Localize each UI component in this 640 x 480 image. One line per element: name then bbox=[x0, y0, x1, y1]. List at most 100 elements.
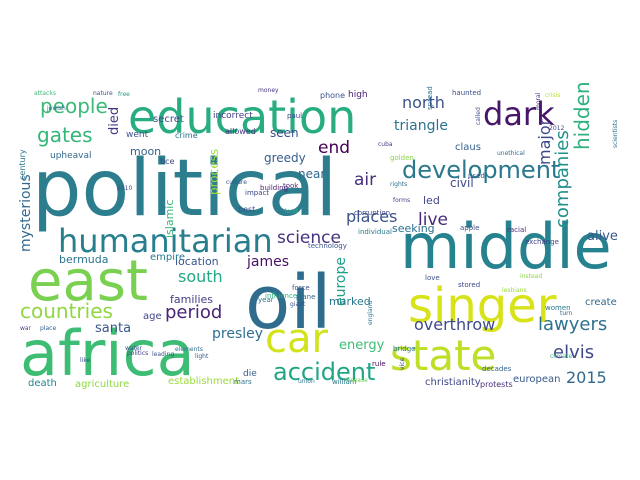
word-vice: vice bbox=[399, 357, 406, 370]
word-alive: alive bbox=[587, 229, 618, 244]
word-love: love bbox=[425, 274, 440, 282]
word-turn: turn bbox=[560, 310, 573, 317]
word-process: process bbox=[207, 149, 221, 195]
word-upheaval: upheaval bbox=[50, 151, 92, 161]
word-like: like bbox=[80, 357, 91, 364]
word-marked: marked bbox=[329, 295, 371, 308]
word-rights: rights bbox=[390, 181, 407, 188]
word-led: led bbox=[423, 194, 440, 207]
word-dark: dark bbox=[483, 95, 555, 133]
word-presley: presley bbox=[212, 326, 263, 342]
word-used: used bbox=[468, 172, 485, 180]
word-near: near bbox=[298, 167, 325, 181]
word-greedy: greedy bbox=[264, 151, 306, 165]
word-jewish: jewish bbox=[46, 105, 66, 112]
word-2012: 2012 bbox=[549, 125, 564, 132]
word-building: building bbox=[260, 184, 288, 192]
word-people: people bbox=[40, 94, 108, 118]
word-nature: nature bbox=[93, 90, 113, 97]
word-mars: mars bbox=[234, 378, 252, 386]
word-attacks: attacks bbox=[34, 90, 56, 97]
word-bridge: bridge bbox=[393, 345, 415, 353]
word-companies: companies bbox=[552, 130, 573, 228]
word-oil: oil bbox=[245, 260, 331, 346]
word-empire: empire bbox=[150, 252, 185, 263]
word-forms: forms bbox=[393, 197, 410, 204]
word-politics: politics bbox=[127, 350, 148, 357]
word-money: money bbox=[258, 87, 279, 94]
word-seen: seen bbox=[270, 126, 299, 140]
word-lesbians: lesbians bbox=[502, 287, 527, 294]
word-lawyers: lawyers bbox=[538, 314, 607, 335]
word-incorrect: incorrect bbox=[213, 111, 253, 121]
word-plane: plane bbox=[296, 293, 315, 301]
word-singer: singer bbox=[408, 278, 557, 334]
word-2010: 2010 bbox=[117, 185, 132, 192]
word-died: died bbox=[107, 107, 122, 135]
word-disease: disease bbox=[345, 377, 368, 384]
word-education: education bbox=[128, 90, 356, 144]
word-bce: bce bbox=[160, 157, 174, 166]
word-death: death bbox=[28, 378, 57, 389]
word-war: war bbox=[20, 325, 32, 332]
word-went: went bbox=[126, 130, 149, 140]
word-golden: golden bbox=[390, 154, 414, 162]
word-haunted: haunted bbox=[452, 89, 481, 97]
word-live: live bbox=[418, 210, 448, 230]
word-triangle: triangle bbox=[394, 118, 448, 134]
word-spread: spread bbox=[426, 86, 434, 110]
word-protests: protests bbox=[480, 380, 513, 389]
word-women: women bbox=[545, 304, 571, 312]
word-exchange: exchange bbox=[525, 238, 559, 246]
word-die: die bbox=[243, 369, 257, 379]
word-energy: energy bbox=[339, 338, 385, 353]
word-hidden: hidden bbox=[570, 81, 594, 150]
word-bermuda: bermuda bbox=[59, 253, 109, 266]
word-agriculture: agriculture bbox=[75, 379, 129, 390]
word-political: political bbox=[32, 144, 337, 234]
word-science: science bbox=[277, 228, 341, 248]
word-water: water bbox=[125, 345, 143, 352]
word-create: create bbox=[585, 297, 617, 308]
word-year: year bbox=[258, 296, 274, 304]
word-unethical: unethical bbox=[497, 150, 525, 157]
word-north: north bbox=[402, 93, 445, 112]
word-overthrow: overthrow bbox=[414, 315, 495, 334]
word-union: union bbox=[298, 378, 315, 385]
word-moral: moral bbox=[535, 92, 542, 110]
word-individual: individual bbox=[358, 228, 392, 236]
word-europe: europe bbox=[333, 257, 349, 306]
word-leading: leading bbox=[152, 351, 174, 358]
word-cuba: cuba bbox=[378, 141, 393, 148]
word-free: free bbox=[118, 91, 130, 98]
word-england: england bbox=[367, 301, 374, 325]
word-car: car bbox=[265, 316, 329, 362]
word-places: places bbox=[346, 207, 397, 226]
word-crisis: crisis bbox=[545, 92, 560, 99]
word-rule: rule bbox=[372, 360, 386, 368]
word-best: best bbox=[238, 205, 255, 214]
word-technology: technology bbox=[308, 242, 347, 250]
word-apple: apple bbox=[460, 224, 479, 232]
word-paul: paul bbox=[287, 112, 302, 120]
word-high: high bbox=[348, 90, 368, 100]
word-culture: culture bbox=[226, 179, 247, 186]
word-major: major bbox=[535, 118, 554, 165]
word-middle: middle bbox=[400, 210, 612, 283]
word-light: light bbox=[195, 353, 209, 360]
word-civil: civil bbox=[450, 176, 474, 190]
word-end: end bbox=[318, 138, 350, 158]
word-european: european bbox=[513, 374, 560, 385]
word-secret: secret bbox=[153, 114, 184, 125]
word-establishment: establishment bbox=[168, 376, 239, 387]
word-2015: 2015 bbox=[566, 368, 607, 387]
word-stored: stored bbox=[458, 281, 480, 289]
word-phone: phone bbox=[320, 91, 345, 100]
word-racial: racial bbox=[507, 226, 526, 234]
word-influence: influence bbox=[265, 292, 297, 300]
word-corruption: corruption bbox=[354, 209, 390, 217]
word-state: state bbox=[390, 331, 496, 380]
word-scientists: scientists bbox=[612, 120, 619, 148]
word-humanitarian: humanitarian bbox=[58, 222, 273, 260]
